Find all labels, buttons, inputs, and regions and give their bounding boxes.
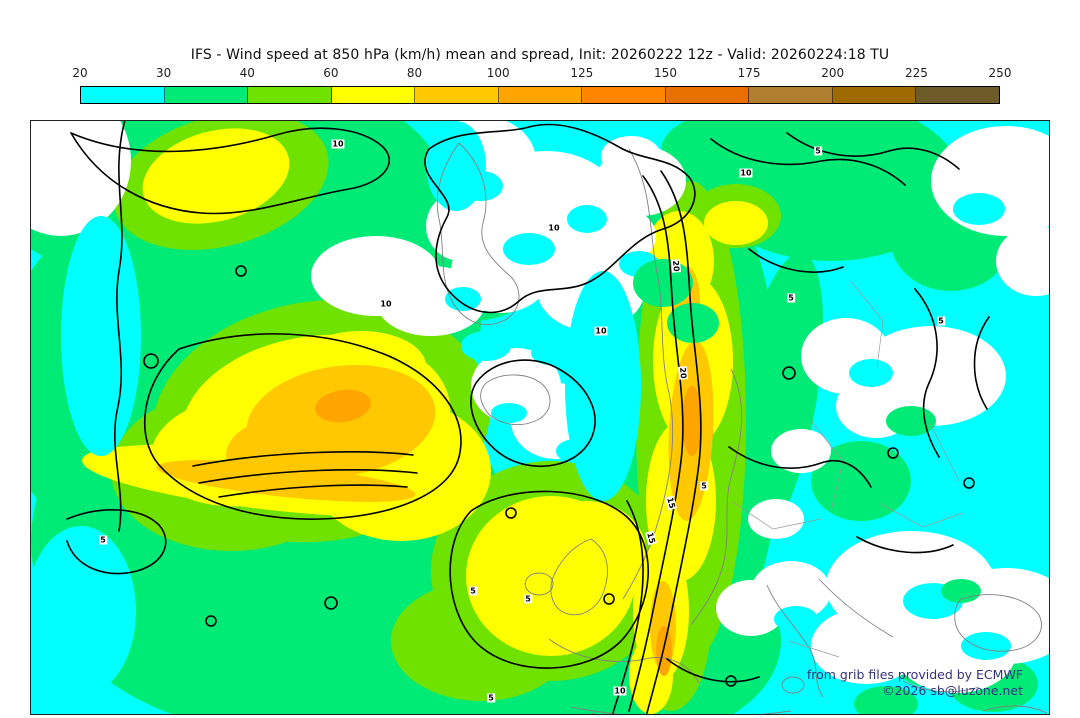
colorbar-tick: 100 xyxy=(486,66,510,80)
colorbar-tick: 80 xyxy=(406,66,423,80)
colorbar-tick: 30 xyxy=(155,66,172,80)
contour-label: 20 xyxy=(670,259,682,273)
contour-label: 10 xyxy=(547,223,561,233)
contour-label: 10 xyxy=(331,139,345,149)
contour-label: 5 xyxy=(99,535,107,545)
contour-label: 5 xyxy=(787,293,795,303)
contour-label: 10 xyxy=(594,326,608,336)
country-borders xyxy=(730,280,964,658)
contour-label: 5 xyxy=(700,481,708,491)
contour-label: 5 xyxy=(487,693,495,703)
attribution-copyright: ©2026 sb@luzone.net xyxy=(882,683,1023,698)
colorbar-tick: 225 xyxy=(904,66,928,80)
colorbar-segment xyxy=(164,87,249,103)
colorbar-segment xyxy=(832,87,917,103)
colorbar-tick: 175 xyxy=(737,66,761,80)
colorbar-tick: 150 xyxy=(654,66,677,80)
colorbar-tick: 250 xyxy=(988,66,1012,80)
page-title: IFS - Wind speed at 850 hPa (km/h) mean … xyxy=(190,47,890,63)
wind-speed-colorbar xyxy=(80,86,1000,104)
contour-label: 10 xyxy=(613,686,627,696)
wind-speed-map: 10 10 10 10 10 5 5 20 20 15 15 5 5 5 5 5… xyxy=(30,120,1050,715)
contour-label: 10 xyxy=(739,168,753,178)
colorbar-segment xyxy=(81,87,165,103)
contour-label: 20 xyxy=(677,366,689,380)
contour-label: 5 xyxy=(937,316,945,326)
colorbar-tick: 125 xyxy=(570,66,594,80)
colorbar-segment xyxy=(916,87,1000,103)
contour-label: 5 xyxy=(524,594,532,604)
colorbar-segment xyxy=(331,87,416,103)
wind-map-svg xyxy=(31,121,1049,714)
wind-layer-orange xyxy=(315,386,702,676)
colorbar-segment xyxy=(582,87,666,103)
colorbar-tick: 60 xyxy=(323,66,339,80)
spread-contours xyxy=(66,121,990,714)
colorbar-segment xyxy=(665,87,750,103)
colorbar-segment xyxy=(749,87,833,103)
contour-label: 5 xyxy=(469,586,477,596)
colorbar-segment xyxy=(415,87,499,103)
colorbar-segment xyxy=(248,87,332,103)
contour-label: 10 xyxy=(379,299,393,309)
colorbar-segment xyxy=(498,87,583,103)
colorbar-tick: 40 xyxy=(239,66,255,80)
contour-label: 5 xyxy=(814,146,822,156)
colorbar-tick: 200 xyxy=(821,66,845,80)
attribution-source: from grib files provided by ECMWF xyxy=(806,667,1023,682)
colorbar-tick: 20 xyxy=(72,66,88,80)
coastlines xyxy=(436,142,1048,714)
